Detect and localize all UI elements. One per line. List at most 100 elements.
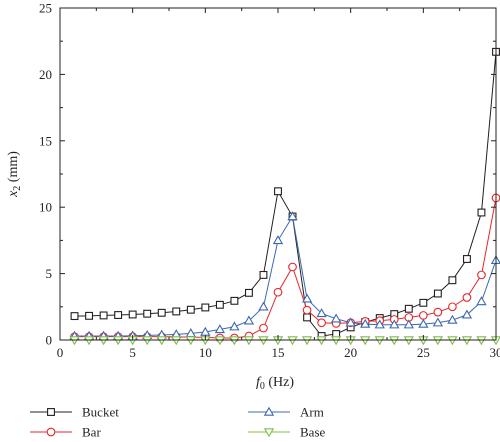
x-tick-label: 20	[344, 345, 357, 360]
data-point-arm	[272, 235, 284, 245]
data-point-arm	[447, 314, 458, 324]
data-point-bar	[433, 307, 443, 317]
data-point-base	[432, 336, 444, 346]
data-point-bucket	[274, 187, 282, 196]
data-point-bucket	[230, 296, 239, 305]
data-point-bucket	[303, 313, 312, 322]
series-line-arm	[74, 215, 497, 337]
data-point-base	[287, 336, 298, 346]
data-point-arm	[432, 317, 444, 327]
plot-area	[69, 47, 500, 346]
data-point-arm	[316, 308, 327, 318]
y-tick-label: 5	[46, 266, 53, 281]
x-tick-label: 0	[57, 345, 64, 360]
data-point-base	[142, 336, 153, 346]
data-point-base	[476, 336, 487, 346]
series-base	[69, 336, 500, 346]
data-point-arm	[229, 321, 240, 331]
data-point-arm	[389, 319, 400, 329]
data-point-base	[171, 336, 182, 346]
data-point-base	[330, 336, 342, 346]
legend-marker-bar	[46, 427, 56, 437]
data-point-base	[461, 336, 473, 346]
x-axis-label: f0 (Hz)	[256, 375, 294, 392]
data-point-bucket	[259, 270, 268, 279]
data-point-bucket	[477, 208, 486, 217]
data-point-arm	[476, 296, 487, 306]
legend-label-base: Base	[300, 425, 326, 440]
data-point-bucket	[99, 311, 108, 320]
data-point-bar	[477, 270, 486, 280]
legend-item-arm: Arm	[248, 405, 324, 420]
data-point-bar	[462, 293, 472, 302]
x-tick-label: 25	[417, 345, 430, 360]
data-point-base	[214, 336, 226, 346]
data-point-arm	[301, 293, 313, 303]
data-point-arm	[418, 318, 429, 328]
data-point-base	[447, 336, 458, 346]
series-bar	[70, 193, 500, 343]
series-arm	[69, 211, 500, 340]
legend-label-arm: Arm	[300, 405, 324, 420]
y-tick-label: 0	[46, 333, 53, 348]
data-point-arm	[345, 317, 356, 327]
series-line-bar	[74, 197, 497, 339]
legend-label-bucket: Bucket	[82, 405, 119, 420]
data-point-base	[112, 336, 124, 346]
legend-item-bar: Bar	[30, 425, 101, 440]
data-point-arm	[330, 313, 342, 323]
data-point-bar	[259, 323, 268, 333]
data-point-base	[389, 336, 400, 346]
data-point-bar	[288, 262, 297, 272]
x-tick-label: 15	[272, 345, 285, 360]
data-point-bucket	[215, 300, 224, 309]
data-point-base	[83, 336, 95, 346]
data-point-bucket	[85, 311, 94, 320]
x-tick-label: 30	[490, 345, 500, 360]
legend-item-base: Base	[248, 425, 326, 440]
data-point-bucket	[70, 312, 79, 321]
y-tick-label: 10	[39, 200, 52, 215]
data-point-arm	[461, 309, 473, 319]
data-point-bucket	[157, 308, 166, 317]
data-point-arm	[214, 324, 226, 334]
x-tick-label: 5	[129, 345, 136, 360]
data-point-bucket	[244, 288, 253, 297]
data-point-bucket	[186, 305, 195, 314]
data-point-bar	[317, 318, 326, 328]
data-point-bar	[273, 287, 283, 297]
legend-marker-arm	[263, 406, 275, 416]
data-point-bar	[418, 311, 428, 320]
data-point-arm	[287, 211, 298, 221]
data-point-base	[301, 336, 313, 346]
data-point-base	[360, 336, 371, 346]
data-point-base	[258, 336, 269, 346]
legend: Bucket Bar Arm Base	[30, 405, 326, 440]
data-point-bucket	[462, 255, 471, 263]
data-point-arm	[403, 319, 414, 329]
data-point-base	[374, 336, 385, 346]
data-point-bucket	[114, 311, 123, 319]
legend-label-bar: Bar	[82, 425, 101, 440]
data-point-base	[243, 336, 255, 346]
axes: 0 5 10 15 20 25 30 0 5 10 15 20 25	[39, 1, 500, 361]
data-point-base	[403, 336, 414, 346]
data-point-arm	[258, 301, 269, 311]
data-point-base	[98, 336, 109, 346]
y-axis-label: x2 (mm)	[6, 151, 23, 198]
y-tick-label: 25	[39, 1, 52, 16]
data-point-base	[229, 336, 240, 346]
data-point-arm	[243, 315, 255, 325]
y-tick-label: 20	[39, 67, 52, 82]
data-point-base	[185, 336, 196, 346]
data-point-bar	[448, 302, 457, 312]
legend-marker-bucket	[47, 408, 55, 416]
data-point-base	[156, 336, 167, 346]
data-point-bucket	[143, 309, 152, 318]
data-point-bucket	[433, 289, 442, 298]
x-tick-label: 10	[199, 345, 212, 360]
y-tick-label: 15	[39, 133, 52, 148]
data-point-bucket	[128, 310, 137, 319]
data-point-bucket	[419, 298, 428, 307]
